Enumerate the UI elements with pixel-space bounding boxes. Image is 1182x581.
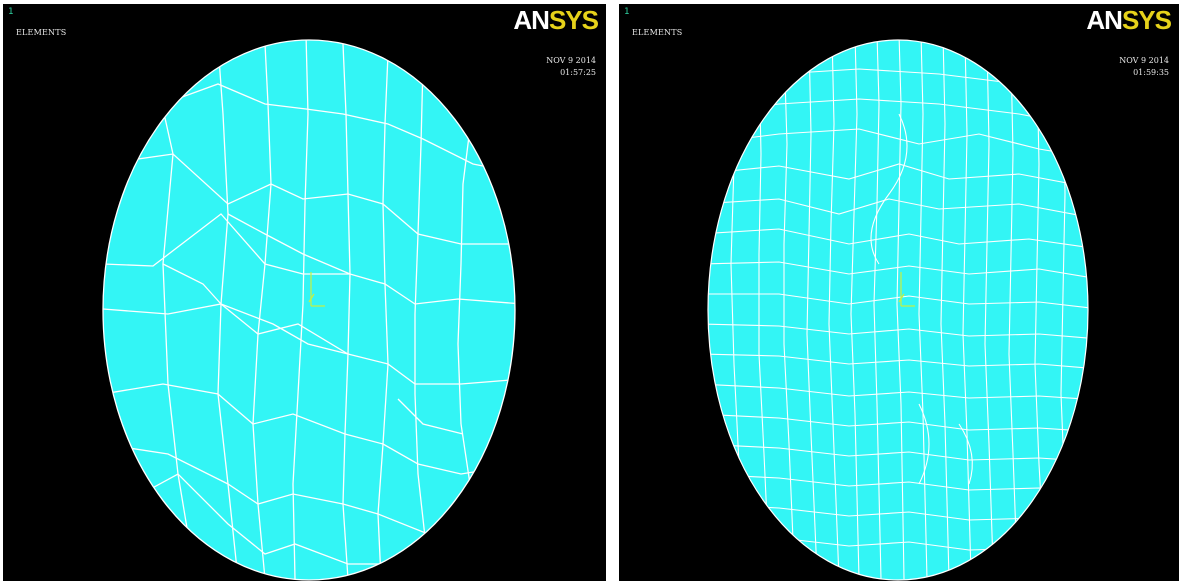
domain-boundary bbox=[707, 39, 1089, 581]
element-edges bbox=[103, 40, 515, 580]
domain-boundary bbox=[102, 39, 516, 581]
ansys-logo: ANSYS bbox=[1086, 5, 1172, 36]
plot-label: ELEMENTS bbox=[632, 28, 683, 37]
fine-mesh-plot[interactable] bbox=[619, 4, 1179, 581]
plot-date: NOV 9 2014 bbox=[546, 56, 596, 65]
graphics-window-coarse-mesh[interactable]: 1 ELEMENTS ANSYS NOV 9 2014 01:57:25 bbox=[3, 4, 606, 581]
logo-sys: SYS bbox=[1121, 5, 1172, 35]
plot-date: NOV 9 2014 bbox=[1119, 56, 1169, 65]
coordinate-triad-icon bbox=[898, 272, 915, 307]
coordinate-triad-icon bbox=[308, 272, 325, 307]
plot-time: 01:57:25 bbox=[560, 68, 596, 77]
window-number: 1 bbox=[624, 7, 630, 17]
window-number: 1 bbox=[8, 7, 14, 17]
coarse-mesh-plot[interactable] bbox=[3, 4, 606, 581]
circular-domain bbox=[103, 40, 515, 580]
graphics-window-fine-mesh[interactable]: 1 ELEMENTS ANSYS NOV 9 2014 01:59:35 bbox=[619, 4, 1179, 581]
circular-domain bbox=[708, 40, 1088, 580]
plot-label: ELEMENTS bbox=[16, 28, 67, 37]
plot-time: 01:59:35 bbox=[1133, 68, 1169, 77]
ansys-logo: ANSYS bbox=[513, 5, 599, 36]
logo-an: AN bbox=[1086, 5, 1123, 35]
logo-an: AN bbox=[513, 5, 550, 35]
logo-sys: SYS bbox=[548, 5, 599, 35]
